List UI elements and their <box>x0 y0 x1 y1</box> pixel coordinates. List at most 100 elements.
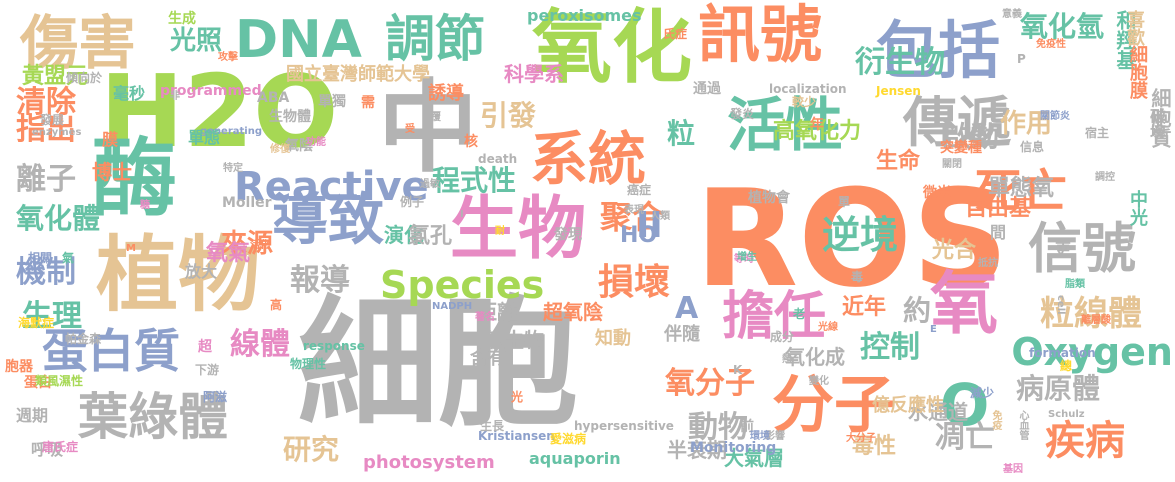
word-cloud-term: 大氣層 <box>724 446 784 470</box>
word-cloud-term: 中 <box>378 69 478 186</box>
word-cloud-term: 核 <box>464 134 478 150</box>
word-cloud-term: 酶 <box>92 130 178 229</box>
word-cloud-term: 高氧化力 <box>773 119 862 144</box>
word-cloud-term: Reactive <box>234 164 429 210</box>
word-cloud-term: 光合 <box>932 238 977 263</box>
word-cloud-term: 損壞 <box>598 262 671 303</box>
word-cloud-term: 衍生物 <box>855 45 945 80</box>
word-cloud-term: 含有 <box>470 348 506 369</box>
word-cloud-term: 需 <box>361 95 375 111</box>
word-cloud-term: 演化 <box>384 223 424 247</box>
word-cloud-term: 黃盟元 <box>22 64 89 89</box>
word-cloud-term: programmed <box>160 83 262 99</box>
word-cloud-term: 科學系 <box>504 62 564 86</box>
word-cloud-term: 中光 <box>1127 190 1148 226</box>
word-cloud-term: 生長 <box>480 419 505 433</box>
word-cloud-term: 氧化 <box>532 1 692 94</box>
word-cloud-term: 非 <box>170 91 180 102</box>
word-cloud-term: 動物 <box>688 410 748 445</box>
word-cloud-term: 膜 <box>102 130 119 149</box>
word-cloud-term: Moller <box>222 195 272 211</box>
word-cloud-term: 物理性 <box>290 357 327 371</box>
word-cloud-term: 生命 <box>876 149 921 174</box>
word-cloud-term: 億反應性 <box>872 395 944 416</box>
word-cloud-term: 距離 <box>477 300 517 324</box>
word-cloud-term: 離層酸 <box>1081 315 1111 326</box>
word-cloud-term: 葉綠體 <box>78 388 228 446</box>
word-cloud-term: 帕金森 <box>65 332 102 346</box>
word-cloud-term: 生物 <box>450 190 587 269</box>
word-cloud-term: 高 <box>270 298 283 312</box>
word-cloud-term: 著名 <box>475 312 495 323</box>
word-cloud-term: 氧 <box>930 265 999 344</box>
word-cloud-term: 等時 <box>734 254 754 265</box>
word-cloud-term: 細胞質 <box>1148 88 1172 148</box>
word-cloud-term: 逆境 <box>822 213 899 257</box>
word-cloud-term: 誘導 <box>428 83 464 104</box>
word-cloud-term: E <box>930 324 937 335</box>
word-cloud-term: hypersensitive <box>574 419 674 433</box>
word-cloud-term: 唐氏症 <box>42 440 79 454</box>
word-cloud-term: 發現 <box>554 227 582 243</box>
word-cloud-term: 和羥基 <box>1113 10 1137 70</box>
word-cloud-term: formation <box>1029 346 1096 360</box>
word-cloud-term: 機制 <box>16 255 76 290</box>
word-cloud-term: 離子 <box>16 162 76 197</box>
word-cloud-term: M <box>126 243 136 254</box>
word-cloud-term: 超氧陰 <box>543 300 603 324</box>
word-cloud-term: 清除 <box>16 85 76 120</box>
word-cloud-term: 半衰期 <box>667 438 727 462</box>
word-cloud-term: Oxygen <box>1011 330 1173 374</box>
word-cloud-term: 耐 <box>495 226 505 237</box>
word-cloud-term: 聚合 <box>600 198 665 236</box>
word-cloud-term: 生物體 <box>269 109 311 125</box>
word-cloud-term: 單 <box>838 195 851 209</box>
word-cloud-term: 較少 <box>792 95 817 109</box>
word-cloud-term: 氧化成 <box>785 345 845 369</box>
word-cloud-term: 總 <box>1060 359 1073 373</box>
word-cloud-term: II <box>636 205 663 246</box>
word-cloud-term: 增生 <box>737 252 757 263</box>
word-cloud-term: 約 <box>903 294 932 327</box>
word-cloud-term: enzymes <box>32 127 82 138</box>
word-cloud-term: 抵抗 <box>978 258 998 269</box>
word-cloud-term: cell <box>1055 295 1066 315</box>
word-cloud-term: 調控 <box>1095 172 1115 183</box>
word-cloud-term: 啟動 <box>943 120 1000 153</box>
word-cloud-term: 蛋白質 <box>42 324 180 378</box>
word-cloud-term: 更 <box>1052 241 1071 257</box>
word-cloud-term: aquaporin <box>529 449 621 468</box>
word-cloud-term: 生理 <box>22 299 82 334</box>
word-cloud-term: 影響 <box>765 431 785 442</box>
word-cloud-term: 控制 <box>860 330 920 365</box>
word-cloud-term: 破壞 <box>1147 108 1166 140</box>
word-cloud-term: DNA <box>235 10 362 70</box>
word-cloud-term: 阿滋 <box>203 390 228 404</box>
word-cloud-term: 作用 <box>1000 109 1053 139</box>
word-cloud-term: NADPH <box>432 301 473 312</box>
word-cloud-term: 知動 <box>595 328 631 349</box>
word-cloud-term: 引發 <box>480 99 537 132</box>
word-cloud-term: 細胞膜 <box>1127 45 1148 99</box>
word-cloud-term: 毒性 <box>852 434 897 459</box>
word-cloud-term: 糖 <box>140 200 150 211</box>
word-cloud-term: 信息 <box>1020 140 1045 154</box>
word-cloud-term: 發炎 <box>730 107 755 121</box>
word-cloud-term: 病原體 <box>1016 372 1101 405</box>
word-cloud-term: 年 <box>810 117 824 133</box>
word-cloud-term: 程式性 <box>432 164 517 197</box>
word-cloud-term: 脂類 <box>1065 279 1085 290</box>
word-cloud-term: 包括 <box>876 14 1001 87</box>
word-cloud-term: 毫秒 <box>113 84 146 103</box>
word-cloud-term: 單獨 <box>318 94 346 110</box>
word-cloud-term: 線體 <box>230 327 290 362</box>
word-cloud-term: 氧化體 <box>16 202 101 235</box>
word-cloud-term: 免疫性 <box>1036 39 1066 50</box>
word-cloud-term: 修復 <box>270 144 290 155</box>
word-cloud-term: 相關 <box>28 251 53 265</box>
word-cloud-term: 下游 <box>195 363 220 377</box>
word-cloud-term: generating <box>200 126 263 137</box>
word-cloud-term: 氧氣 <box>206 241 251 266</box>
word-cloud-term: 意義 <box>1002 9 1022 20</box>
word-cloud-term: 氧分子 <box>665 366 755 401</box>
